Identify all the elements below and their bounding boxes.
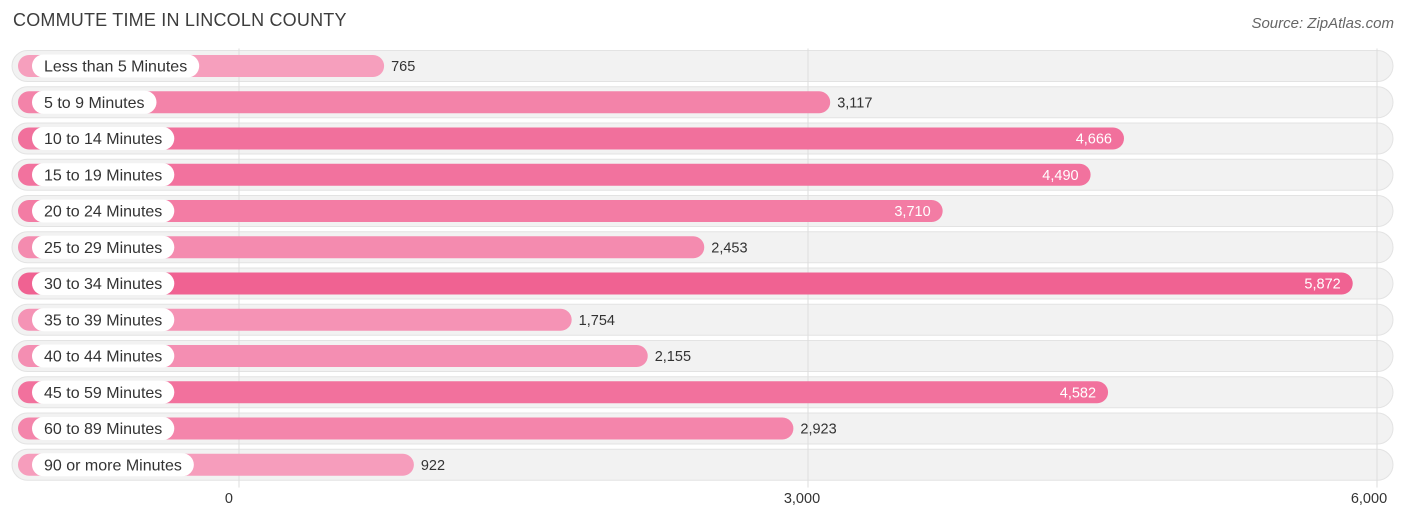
x-axis-ticks: 0 3,000 6,000 [225, 491, 1387, 507]
category-pill [32, 54, 200, 78]
value-label: 4,490 [1042, 168, 1078, 184]
x-tick-label: 0 [225, 491, 233, 507]
value-label: 2,923 [800, 422, 836, 438]
bar [18, 236, 705, 259]
value-label: 5,872 [1304, 277, 1340, 293]
chart-source: Source: ZipAtlas.com [1251, 15, 1394, 32]
category-label: 20 to 24 Minutes [44, 204, 162, 221]
category-label: 40 to 44 Minutes [44, 349, 162, 366]
category-label: 45 to 59 Minutes [44, 385, 162, 402]
category-pill [32, 308, 175, 332]
value-label: 2,155 [655, 349, 691, 365]
value-label: 3,117 [837, 95, 872, 111]
value-label: 4,582 [1060, 385, 1096, 401]
category-pill [32, 90, 157, 114]
category-pill [32, 453, 194, 477]
category-label: 10 to 14 Minutes [44, 131, 162, 148]
bar [18, 163, 1091, 186]
bar [18, 91, 831, 114]
bar [18, 272, 1353, 295]
x-tick-label: 3,000 [784, 491, 820, 507]
grid-lines [238, 48, 1378, 488]
value-label: 3,710 [894, 204, 930, 220]
category-pill [32, 380, 175, 404]
category-pill [32, 344, 175, 368]
value-label: 1,754 [579, 313, 615, 329]
bar [18, 417, 794, 440]
category-label: 15 to 19 Minutes [44, 167, 162, 184]
category-pill [32, 127, 175, 150]
bar [18, 200, 943, 222]
category-pill [32, 163, 175, 187]
category-label: 30 to 34 Minutes [44, 276, 162, 293]
category-pill [32, 272, 175, 295]
category-label: 90 or more Minutes [44, 457, 182, 474]
x-tick-label: 6,000 [1351, 491, 1387, 507]
bar-rows [11, 50, 1394, 481]
category-label: 60 to 89 Minutes [44, 421, 162, 438]
category-pill [32, 235, 175, 259]
chart-title: COMMUTE TIME IN LINCOLN COUNTY [13, 10, 347, 30]
category-label: 25 to 29 Minutes [44, 240, 162, 257]
bar [18, 127, 1124, 150]
category-label: 5 to 9 Minutes [44, 95, 145, 112]
category-pill [32, 199, 175, 223]
value-label: 4,666 [1076, 132, 1112, 148]
bar [18, 345, 648, 367]
category-label: Less than 5 Minutes [44, 59, 187, 76]
bars: Less than 5 Minutes 765 5 to 9 Minutes 3,11… [18, 54, 1353, 477]
bar [18, 381, 1109, 404]
category-label: 35 to 39 Minutes [44, 312, 162, 329]
value-label: 765 [391, 59, 415, 75]
value-label: 922 [421, 458, 445, 474]
category-pill [32, 417, 175, 440]
value-label: 2,453 [711, 240, 747, 256]
